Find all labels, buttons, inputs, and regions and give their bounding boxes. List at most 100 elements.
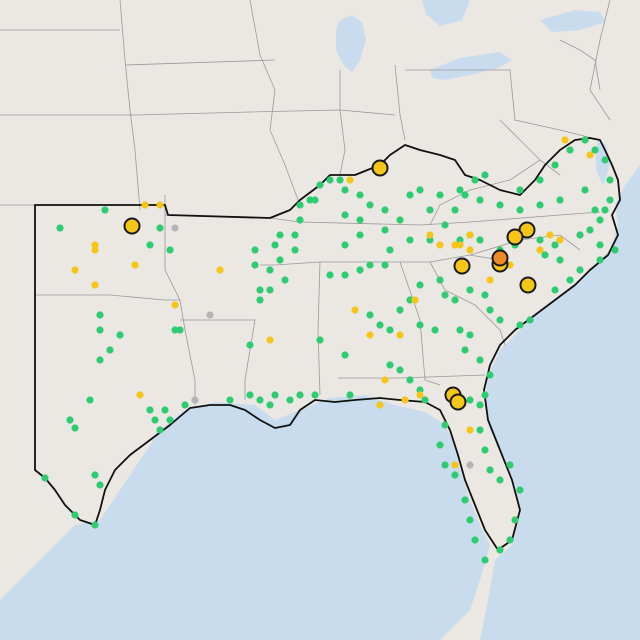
station-marker-good[interactable]	[341, 211, 349, 219]
station-marker-good[interactable]	[481, 171, 489, 179]
station-marker-good[interactable]	[356, 231, 364, 239]
station-marker-good[interactable]	[456, 186, 464, 194]
station-marker-good[interactable]	[471, 536, 479, 544]
station-marker-good[interactable]	[606, 176, 614, 184]
station-marker-good[interactable]	[526, 316, 534, 324]
station-marker-good[interactable]	[276, 256, 284, 264]
station-marker-good[interactable]	[466, 286, 474, 294]
station-marker-large-moderate[interactable]	[449, 393, 467, 411]
station-marker-good[interactable]	[451, 206, 459, 214]
station-marker-moderate[interactable]	[486, 276, 494, 284]
station-marker-moderate[interactable]	[436, 241, 444, 249]
station-marker-good[interactable]	[591, 146, 599, 154]
station-marker-good[interactable]	[256, 296, 264, 304]
station-marker-good[interactable]	[296, 216, 304, 224]
station-marker-good[interactable]	[356, 216, 364, 224]
station-marker-good[interactable]	[271, 391, 279, 399]
station-marker-good[interactable]	[406, 191, 414, 199]
station-marker-good[interactable]	[346, 391, 354, 399]
station-marker-moderate[interactable]	[71, 266, 79, 274]
station-marker-good[interactable]	[496, 201, 504, 209]
station-marker-good[interactable]	[366, 261, 374, 269]
station-marker-moderate[interactable]	[556, 236, 564, 244]
station-marker-good[interactable]	[576, 266, 584, 274]
station-marker-good[interactable]	[306, 196, 314, 204]
station-marker-good[interactable]	[156, 224, 164, 232]
station-marker-good[interactable]	[341, 186, 349, 194]
station-marker-good[interactable]	[266, 266, 274, 274]
station-marker-large-moderate[interactable]	[453, 257, 471, 275]
station-marker-good[interactable]	[386, 326, 394, 334]
station-marker-good[interactable]	[91, 471, 99, 479]
station-marker-good[interactable]	[596, 216, 604, 224]
station-marker-large-moderate[interactable]	[123, 217, 141, 235]
station-marker-good[interactable]	[601, 206, 609, 214]
station-marker-large-unhealthy-sensitive[interactable]	[491, 249, 509, 267]
station-marker-no-data[interactable]	[171, 224, 179, 232]
station-marker-good[interactable]	[456, 236, 464, 244]
station-marker-good[interactable]	[516, 186, 524, 194]
station-marker-good[interactable]	[246, 341, 254, 349]
station-marker-moderate[interactable]	[351, 306, 359, 314]
station-marker-good[interactable]	[181, 401, 189, 409]
station-marker-good[interactable]	[316, 336, 324, 344]
station-marker-good[interactable]	[461, 496, 469, 504]
station-marker-good[interactable]	[296, 391, 304, 399]
station-marker-good[interactable]	[336, 176, 344, 184]
station-marker-good[interactable]	[276, 231, 284, 239]
station-marker-good[interactable]	[456, 326, 464, 334]
station-marker-good[interactable]	[56, 224, 64, 232]
station-marker-good[interactable]	[386, 361, 394, 369]
station-marker-moderate[interactable]	[456, 241, 464, 249]
station-marker-good[interactable]	[486, 466, 494, 474]
station-marker-good[interactable]	[396, 306, 404, 314]
station-marker-good[interactable]	[486, 306, 494, 314]
station-marker-good[interactable]	[366, 311, 374, 319]
station-marker-good[interactable]	[271, 241, 279, 249]
station-marker-good[interactable]	[251, 261, 259, 269]
station-marker-good[interactable]	[496, 546, 504, 554]
station-marker-good[interactable]	[341, 241, 349, 249]
station-marker-good[interactable]	[496, 476, 504, 484]
station-marker-good[interactable]	[516, 486, 524, 494]
station-marker-good[interactable]	[476, 196, 484, 204]
station-marker-good[interactable]	[506, 536, 514, 544]
station-marker-good[interactable]	[581, 136, 589, 144]
station-marker-good[interactable]	[116, 331, 124, 339]
station-marker-moderate[interactable]	[91, 241, 99, 249]
station-marker-good[interactable]	[156, 426, 164, 434]
station-marker-good[interactable]	[511, 516, 519, 524]
station-marker-good[interactable]	[281, 276, 289, 284]
station-marker-moderate[interactable]	[426, 231, 434, 239]
station-marker-good[interactable]	[176, 326, 184, 334]
station-marker-large-moderate[interactable]	[506, 228, 524, 246]
station-marker-good[interactable]	[416, 321, 424, 329]
station-marker-good[interactable]	[586, 226, 594, 234]
station-marker-good[interactable]	[466, 331, 474, 339]
station-marker-moderate[interactable]	[466, 246, 474, 254]
station-marker-large-moderate[interactable]	[519, 276, 537, 294]
station-marker-good[interactable]	[146, 241, 154, 249]
station-marker-good[interactable]	[516, 206, 524, 214]
station-marker-moderate[interactable]	[91, 246, 99, 254]
station-marker-good[interactable]	[296, 201, 304, 209]
station-marker-good[interactable]	[426, 236, 434, 244]
station-marker-good[interactable]	[416, 386, 424, 394]
station-marker-moderate[interactable]	[586, 151, 594, 159]
station-marker-moderate[interactable]	[466, 426, 474, 434]
station-marker-good[interactable]	[596, 241, 604, 249]
station-marker-good[interactable]	[151, 416, 159, 424]
station-marker-good[interactable]	[311, 391, 319, 399]
station-marker-good[interactable]	[441, 421, 449, 429]
station-marker-good[interactable]	[476, 401, 484, 409]
station-marker-good[interactable]	[166, 246, 174, 254]
station-marker-good[interactable]	[421, 396, 429, 404]
station-marker-good[interactable]	[356, 266, 364, 274]
station-marker-good[interactable]	[96, 311, 104, 319]
station-marker-good[interactable]	[536, 201, 544, 209]
station-marker-good[interactable]	[291, 231, 299, 239]
station-marker-good[interactable]	[146, 406, 154, 414]
station-marker-good[interactable]	[256, 286, 264, 294]
station-marker-good[interactable]	[451, 296, 459, 304]
station-marker-good[interactable]	[606, 196, 614, 204]
